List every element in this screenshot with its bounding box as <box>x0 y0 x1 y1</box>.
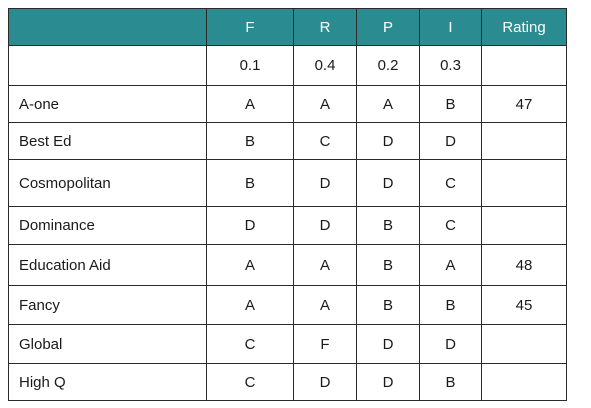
rating-value: 47 <box>481 85 567 123</box>
grade-i: C <box>419 206 482 245</box>
row-name: A-one <box>8 85 207 123</box>
grade-p: B <box>356 285 420 325</box>
grade-p: B <box>356 206 420 245</box>
table-row: Dominance D D B C <box>8 206 567 245</box>
table-row: Education Aid A A B A 48 <box>8 244 567 286</box>
grade-i: B <box>419 363 482 401</box>
grade-p: A <box>356 85 420 123</box>
table-row: A-one A A A B 47 <box>8 85 567 123</box>
grade-f: A <box>206 244 294 286</box>
grade-r: D <box>293 159 357 207</box>
header-f: F <box>206 8 294 46</box>
header-i: I <box>419 8 482 46</box>
weight-empty-cell <box>8 45 207 86</box>
rating-value <box>481 122 567 160</box>
grade-p: D <box>356 363 420 401</box>
weight-r: 0.4 <box>293 45 357 86</box>
weight-f: 0.1 <box>206 45 294 86</box>
grade-f: A <box>206 85 294 123</box>
row-name: Global <box>8 324 207 364</box>
grade-f: C <box>206 324 294 364</box>
header-p: P <box>356 8 420 46</box>
grade-p: D <box>356 122 420 160</box>
row-name: Fancy <box>8 285 207 325</box>
row-name: Dominance <box>8 206 207 245</box>
grade-r: A <box>293 285 357 325</box>
row-name: Education Aid <box>8 244 207 286</box>
row-name: Cosmopolitan <box>8 159 207 207</box>
weight-i: 0.3 <box>419 45 482 86</box>
grade-f: B <box>206 159 294 207</box>
table-row: Best Ed B C D D <box>8 122 567 160</box>
weight-rating-empty <box>481 45 567 86</box>
grade-f: B <box>206 122 294 160</box>
weights-row: 0.1 0.4 0.2 0.3 <box>8 45 567 86</box>
grade-i: C <box>419 159 482 207</box>
grade-f: C <box>206 363 294 401</box>
row-name: Best Ed <box>8 122 207 160</box>
grade-r: A <box>293 85 357 123</box>
weight-p: 0.2 <box>356 45 420 86</box>
grade-p: D <box>356 324 420 364</box>
grade-f: D <box>206 206 294 245</box>
grade-r: A <box>293 244 357 286</box>
grade-i: A <box>419 244 482 286</box>
rating-table-container: F R P I Rating 0.1 0.4 0.2 0.3 A-one A A… <box>8 8 567 401</box>
header-row: F R P I Rating <box>8 8 567 46</box>
table-row: Cosmopolitan B D D C <box>8 159 567 207</box>
grade-i: B <box>419 85 482 123</box>
grade-p: B <box>356 244 420 286</box>
table-row: High Q C D D B <box>8 363 567 401</box>
table-row: Fancy A A B B 45 <box>8 285 567 325</box>
grade-i: D <box>419 324 482 364</box>
row-name: High Q <box>8 363 207 401</box>
header-r: R <box>293 8 357 46</box>
rating-value <box>481 206 567 245</box>
rating-value: 48 <box>481 244 567 286</box>
rating-value: 45 <box>481 285 567 325</box>
grade-r: C <box>293 122 357 160</box>
table-row: Global C F D D <box>8 324 567 364</box>
header-rating: Rating <box>481 8 567 46</box>
grade-i: D <box>419 122 482 160</box>
rating-value <box>481 363 567 401</box>
rating-value <box>481 324 567 364</box>
header-empty-cell <box>8 8 207 46</box>
grade-i: B <box>419 285 482 325</box>
grade-r: F <box>293 324 357 364</box>
grade-f: A <box>206 285 294 325</box>
grade-r: D <box>293 206 357 245</box>
rating-value <box>481 159 567 207</box>
rating-table: F R P I Rating 0.1 0.4 0.2 0.3 A-one A A… <box>8 8 567 401</box>
grade-p: D <box>356 159 420 207</box>
grade-r: D <box>293 363 357 401</box>
